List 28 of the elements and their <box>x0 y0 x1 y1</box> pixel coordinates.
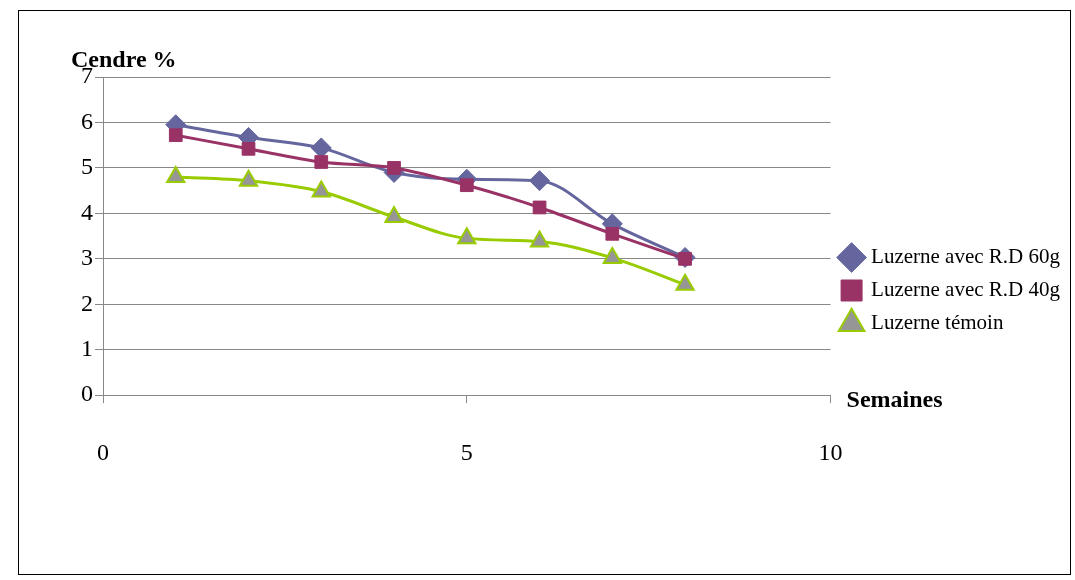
legend-label: Luzerne avec R.D 40g <box>871 277 1061 302</box>
point <box>459 178 474 193</box>
y-tick-label: 0 <box>81 380 93 407</box>
y-tick-label: 4 <box>81 198 93 225</box>
y-tick-label: 6 <box>81 107 93 134</box>
point <box>457 227 477 245</box>
point <box>241 141 256 156</box>
y-tick-label: 5 <box>81 153 93 180</box>
point <box>314 155 329 169</box>
point <box>675 273 695 291</box>
y-tick-label: 1 <box>81 335 93 362</box>
x-tick-label: 10 <box>818 438 843 465</box>
x-tick-label: 5 <box>460 438 473 465</box>
legend-label: Luzerne avec R.D 60g <box>871 244 1061 269</box>
y-tick-label: 2 <box>81 289 93 316</box>
x-axis-title: Semaines <box>846 386 943 413</box>
point <box>605 226 620 241</box>
legend-label: Luzerne témoin <box>871 310 1004 335</box>
point <box>166 166 186 184</box>
point <box>168 128 183 143</box>
point <box>529 170 551 192</box>
point <box>384 206 404 224</box>
point <box>602 246 622 264</box>
y-tick-label: 3 <box>81 244 93 271</box>
point <box>532 200 547 215</box>
point <box>311 180 331 198</box>
point <box>529 230 550 248</box>
point <box>387 161 401 175</box>
